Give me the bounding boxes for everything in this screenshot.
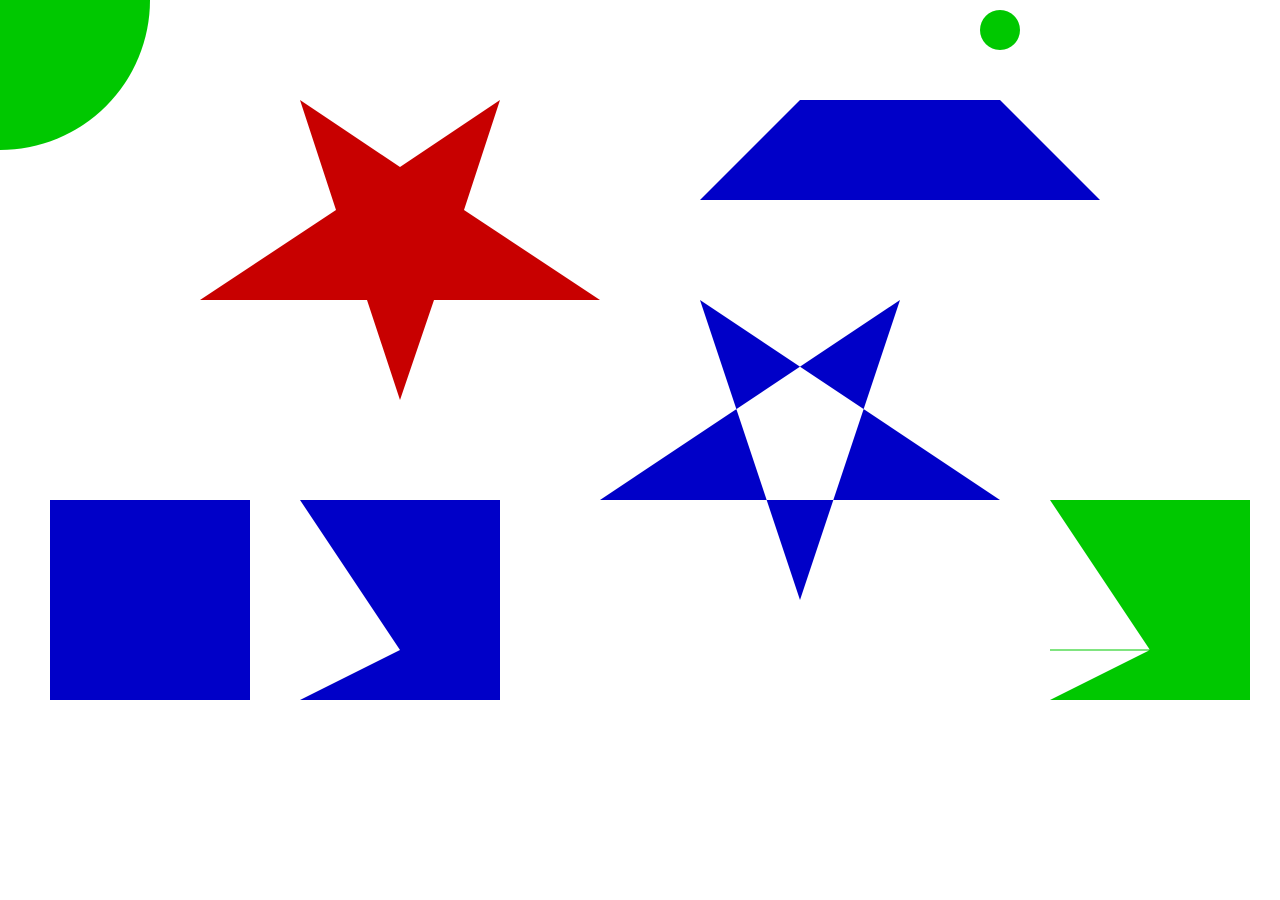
green-notched-rectangle xyxy=(1050,500,1250,700)
green-quarter-circle xyxy=(0,0,150,150)
blue-square xyxy=(50,500,250,700)
green-small-circle xyxy=(980,10,1020,50)
blue-pentagram xyxy=(600,300,1000,600)
blue-trapezoid xyxy=(700,100,1100,200)
blue-notched-rectangle xyxy=(300,500,500,700)
red-star xyxy=(200,100,600,400)
